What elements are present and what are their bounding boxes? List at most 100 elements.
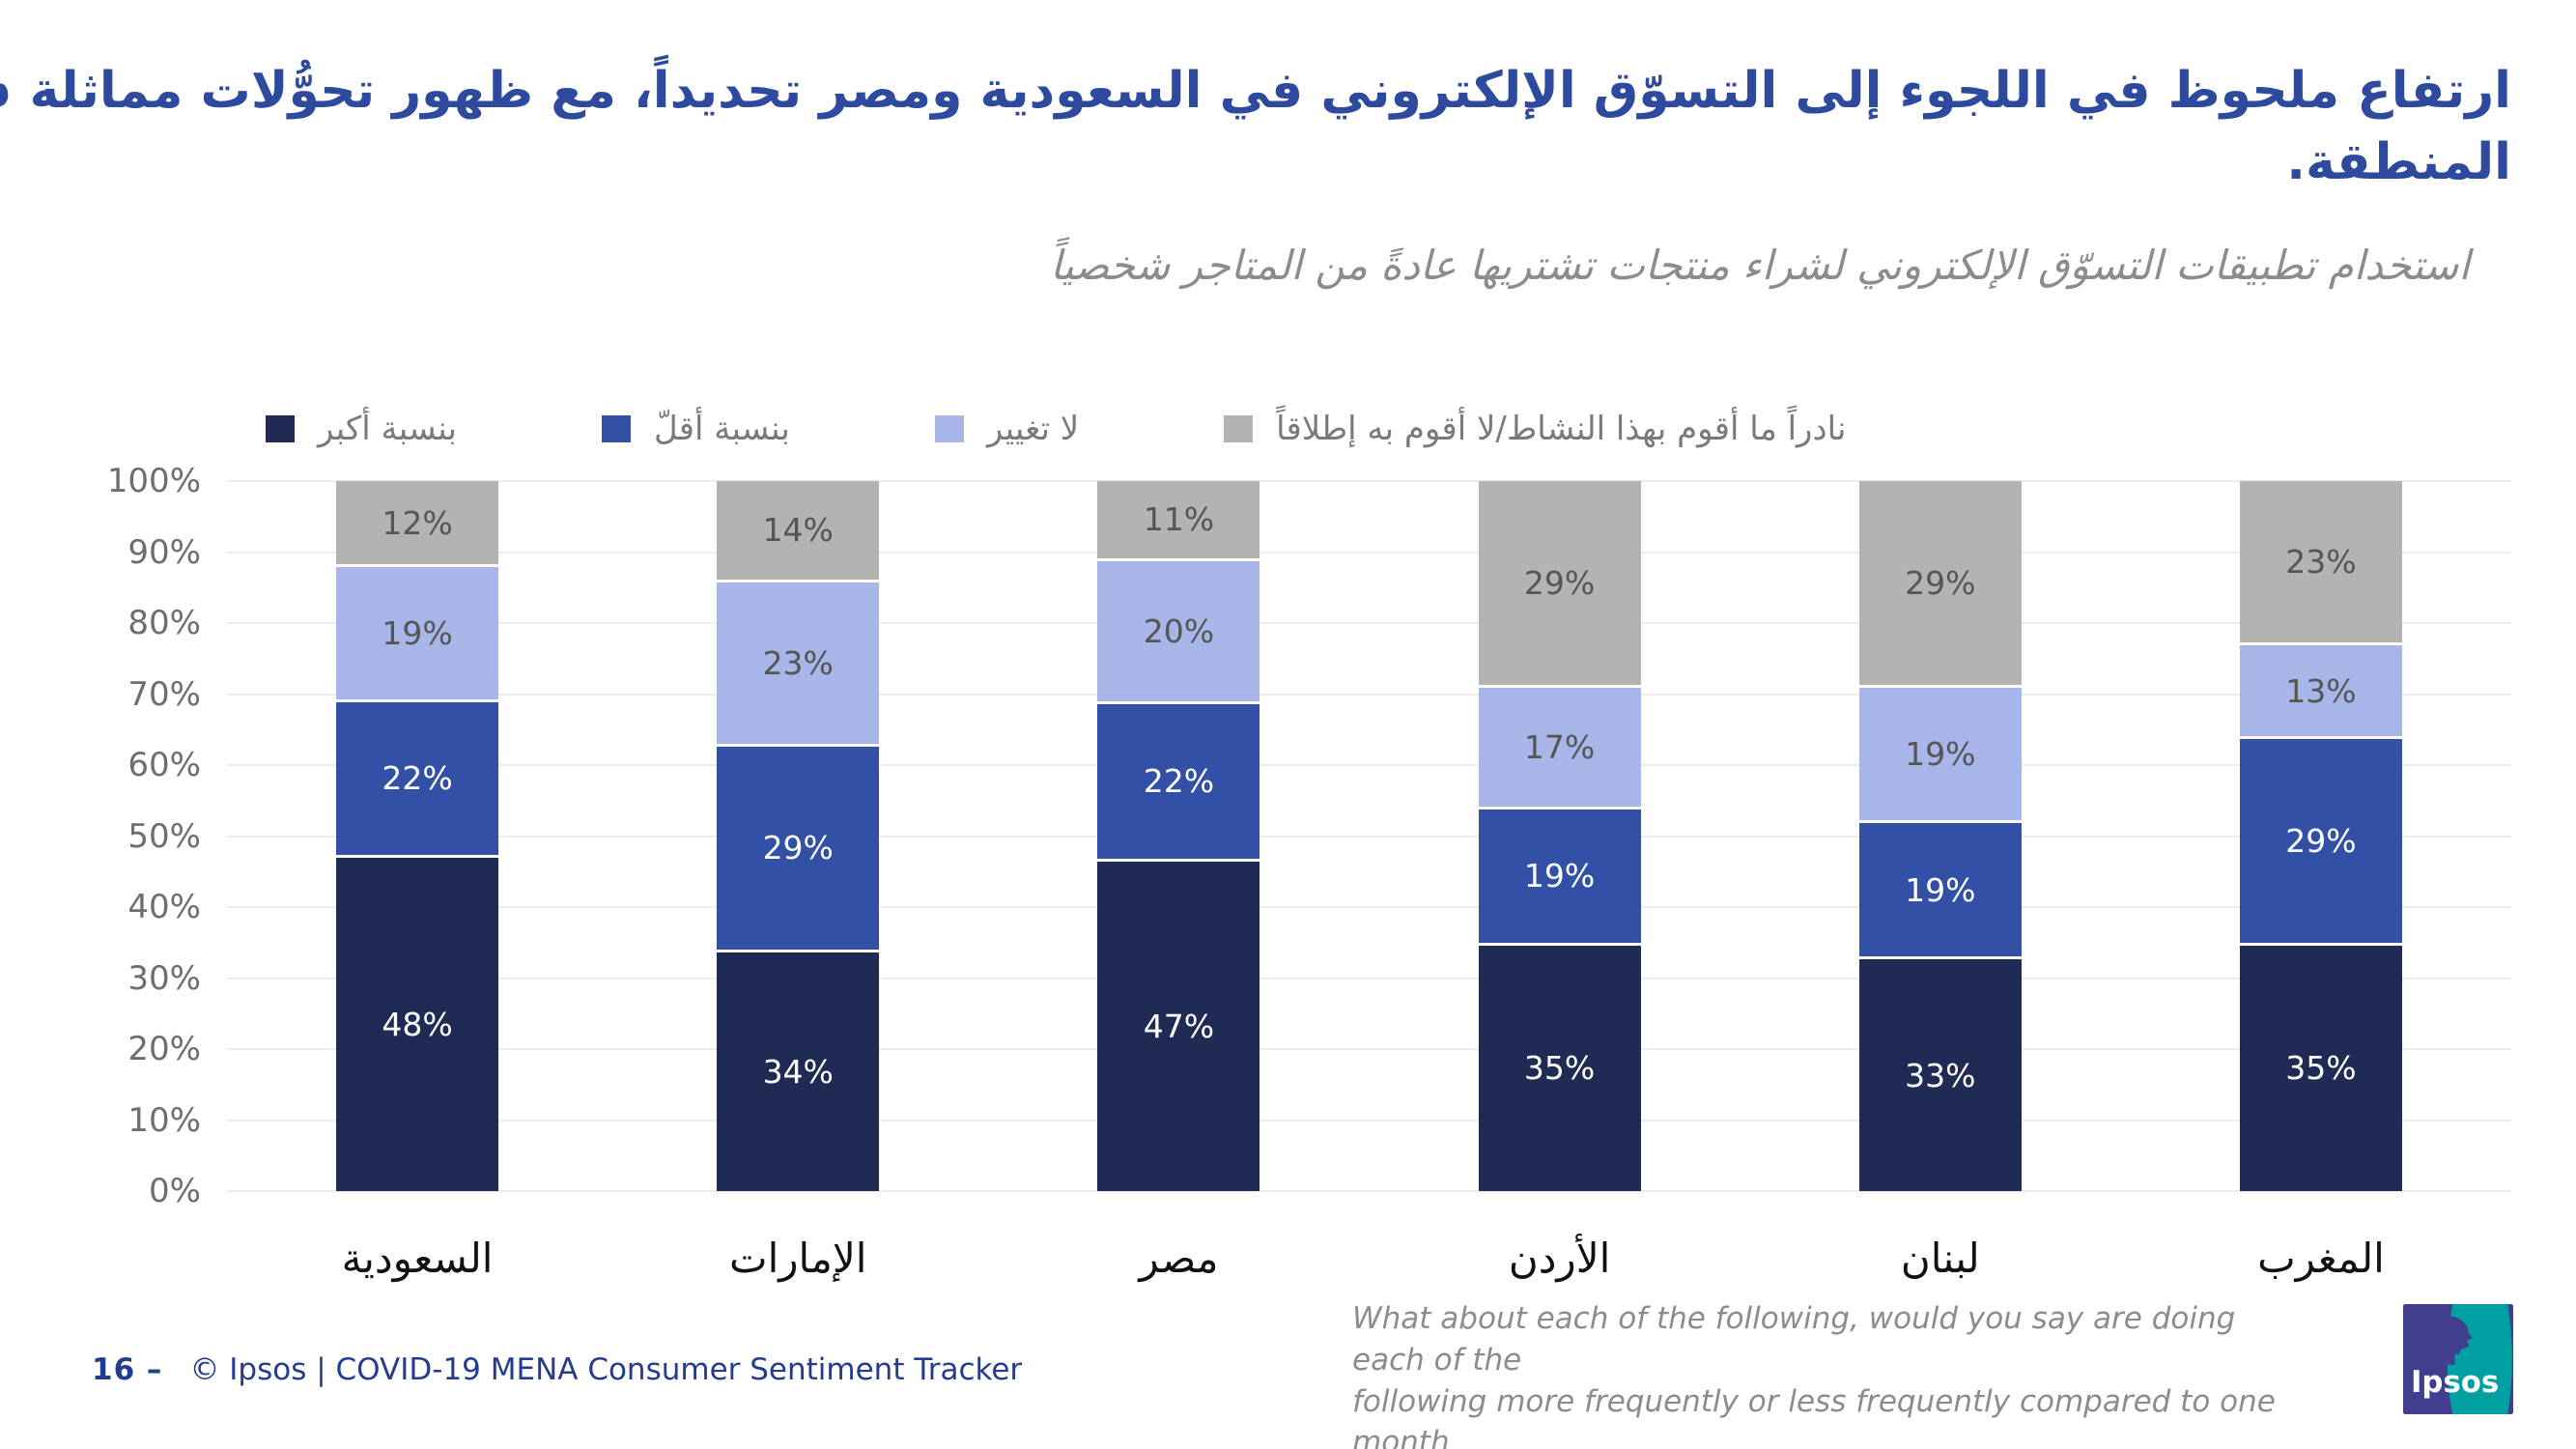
- y-axis-tick-label: 50%: [127, 816, 201, 856]
- y-axis-tick-label: 20%: [127, 1030, 201, 1068]
- bar-segment: 19%: [1478, 809, 1641, 946]
- segment-value-label: 35%: [1523, 1049, 1596, 1088]
- legend-label: بنسبة أكبر: [318, 410, 458, 448]
- segment-value-label: 29%: [2285, 822, 2357, 861]
- segment-value-label: 48%: [382, 1005, 453, 1043]
- y-axis-tick-label: 90%: [127, 532, 201, 572]
- gridline: [227, 764, 2511, 766]
- legend-item: بنسبة أكبر: [266, 410, 457, 448]
- gridline: [227, 480, 2511, 482]
- gridline: [227, 551, 2511, 554]
- footer-page-number: 16 –: [92, 1352, 163, 1387]
- legend-swatch: [602, 415, 632, 442]
- y-axis-tick-label: 0%: [149, 1172, 201, 1210]
- bar-segment: 13%: [2239, 644, 2402, 740]
- gridline: [227, 693, 2511, 696]
- bar-segment: 19%: [1858, 823, 2022, 960]
- bar-segment: 35%: [1478, 945, 1641, 1191]
- segment-value-label: 20%: [1143, 611, 1215, 650]
- x-axis-category-label: مصر: [1139, 1235, 1219, 1282]
- bar-slot: 34% 29% 23% 14% الإمارات: [608, 480, 988, 1282]
- segment-value-label: 14%: [762, 511, 834, 550]
- gridline: [227, 906, 2511, 908]
- bar-segment: 33%: [1858, 959, 2022, 1191]
- survey-question-line-2: following more frequently or less freque…: [1352, 1383, 2276, 1449]
- plot-area: 48% 22% 19% 12% السعودية 34% 29% 23% 14% الإمارات…: [227, 480, 2511, 1282]
- gridline: [227, 1190, 2511, 1192]
- survey-question-text: What about each of the following, would …: [1352, 1298, 2308, 1449]
- legend-label: لا تغيير: [986, 410, 1080, 448]
- head-profile-icon: [2430, 1316, 2473, 1365]
- bar-slot: 48% 22% 19% 12% السعودية: [227, 481, 608, 1282]
- y-axis-tick-label: 40%: [127, 888, 201, 926]
- segment-value-label: 19%: [382, 614, 453, 653]
- bar-segment: 23%: [717, 582, 880, 747]
- bars-layer: 48% 22% 19% 12% السعودية 34% 29% 23% 14% الإمارات…: [227, 480, 2511, 1282]
- segment-value-label: 29%: [1523, 563, 1596, 602]
- segment-value-label: 34%: [762, 1053, 834, 1092]
- logo-wordmark: Ipsos: [2411, 1365, 2499, 1400]
- ipsos-logo-graphic: Ipsos: [2403, 1304, 2513, 1414]
- footer-source-text: © Ipsos | COVID-19 MENA Consumer Sentime…: [189, 1352, 1023, 1387]
- bar-column: 33% 19% 19% 29%: [1858, 481, 2022, 1191]
- bar-column: 34% 29% 23% 14%: [717, 480, 880, 1191]
- bar-segment: 22%: [1097, 704, 1260, 862]
- segment-value-label: 29%: [762, 829, 834, 867]
- chart-subtitle: استخدام تطبيقات التسوّق الإلكتروني لشراء…: [1050, 242, 2470, 289]
- x-axis-category-label: المغرب: [2257, 1235, 2385, 1282]
- chart-legend: بنسبة أكبر بنسبة أقلّ لا تغيير نادراً ما أق…: [266, 410, 1846, 448]
- bar-segment: 19%: [1858, 687, 2022, 824]
- page-title-line-1: ارتفاع ملحوظ في اللجوء إلى التسوّق الإلك…: [0, 62, 2511, 120]
- page-title-line-2: المنطقة.: [2286, 132, 2511, 191]
- legend-label: نادراً ما أقوم بهذا النشاط/لا أقوم به إط…: [1276, 410, 1847, 448]
- gridline: [227, 835, 2511, 838]
- bar-segment: 12%: [336, 481, 499, 568]
- x-axis-category-label: لبنان: [1900, 1235, 1980, 1282]
- bar-segment: 47%: [1097, 861, 1260, 1191]
- y-axis-tick-label: 10%: [127, 1100, 201, 1140]
- bar-segment: 35%: [2239, 945, 2402, 1191]
- bar-segment: 29%: [1858, 481, 2022, 688]
- y-axis-tick-label: 60%: [127, 746, 201, 784]
- bar-segment: 11%: [1097, 481, 1260, 561]
- bar-slot: 35% 29% 13% 23% المغرب: [2131, 481, 2511, 1282]
- survey-question-line-1: What about each of the following, would …: [1352, 1301, 2236, 1378]
- bar-column: 35% 29% 13% 23%: [2239, 481, 2402, 1191]
- bar-segment: 20%: [1097, 560, 1260, 705]
- legend-item: بنسبة أقلّ: [602, 410, 790, 448]
- segment-value-label: 33%: [1905, 1056, 1976, 1094]
- bar-segment: 23%: [2239, 481, 2402, 645]
- bar-segment: 29%: [717, 746, 880, 953]
- bar-segment: 14%: [717, 480, 880, 582]
- segment-value-label: 35%: [2285, 1049, 2357, 1088]
- legend-item: لا تغيير: [934, 410, 1080, 448]
- legend-label: بنسبة أقلّ: [654, 410, 790, 448]
- segment-value-label: 19%: [1523, 857, 1596, 895]
- bar-column: 47% 22% 20% 11%: [1097, 481, 1260, 1191]
- legend-item: نادراً ما أقوم بهذا النشاط/لا أقوم به إط…: [1224, 410, 1846, 448]
- page-title: ارتفاع ملحوظ في اللجوء إلى التسوّق الإلك…: [0, 56, 2511, 199]
- segment-value-label: 22%: [382, 759, 453, 798]
- bar-segment: 48%: [336, 857, 499, 1191]
- legend-swatch: [266, 415, 295, 442]
- segment-value-label: 23%: [762, 643, 834, 682]
- gridline: [227, 977, 2511, 980]
- gridline: [227, 1048, 2511, 1050]
- bar-segment: 17%: [1478, 687, 1641, 810]
- bar-column: 48% 22% 19% 12%: [336, 481, 499, 1191]
- segment-value-label: 29%: [1905, 563, 1976, 602]
- y-axis-tick-label: 80%: [127, 604, 201, 642]
- y-axis-tick-label: 70%: [127, 674, 201, 714]
- bar-segment: 29%: [2239, 739, 2402, 946]
- segment-value-label: 11%: [1143, 500, 1215, 539]
- legend-swatch: [934, 415, 964, 442]
- footer: 16 – © Ipsos | COVID-19 MENA Consumer Se…: [92, 1352, 1022, 1387]
- bar-slot: 33% 19% 19% 29% لبنان: [1750, 481, 2131, 1282]
- bar-slot: 47% 22% 20% 11% مصر: [988, 481, 1369, 1282]
- x-axis-category-label: الإمارات: [729, 1235, 867, 1282]
- y-axis-tick-label: 30%: [127, 958, 201, 998]
- gridline: [227, 622, 2511, 624]
- segment-value-label: 22%: [1143, 762, 1215, 801]
- bar-segment: 34%: [717, 952, 880, 1191]
- ipsos-logo: Ipsos: [2403, 1304, 2513, 1414]
